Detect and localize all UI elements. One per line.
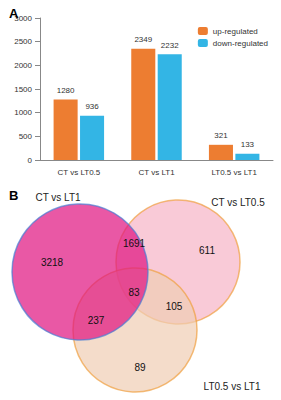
svg-text:CT vs LT0.5: CT vs LT0.5 [57,168,100,177]
svg-text:CT vs LT1: CT vs LT1 [35,192,81,203]
svg-text:83: 83 [128,287,140,298]
svg-text:2232: 2232 [161,41,179,50]
svg-text:105: 105 [166,301,183,312]
svg-text:A: A [9,6,19,21]
svg-text:2500: 2500 [14,37,32,46]
svg-text:CT vs LT1: CT vs LT1 [138,168,175,177]
svg-text:LT0.5 vs LT1: LT0.5 vs LT1 [211,168,257,177]
svg-text:3218: 3218 [41,257,64,268]
svg-text:2349: 2349 [134,35,152,44]
svg-text:0: 0 [28,156,33,165]
svg-text:B: B [9,188,18,203]
svg-text:321: 321 [214,131,228,140]
svg-text:1691: 1691 [123,238,146,249]
svg-text:LT0.5 vs LT1: LT0.5 vs LT1 [204,381,261,392]
svg-text:down-regulated: down-regulated [213,39,268,48]
svg-text:611: 611 [199,245,215,256]
svg-text:up-regulated: up-regulated [213,27,258,36]
svg-text:3000: 3000 [14,13,32,23]
svg-text:2000: 2000 [14,61,32,70]
svg-text:500: 500 [19,132,33,141]
svg-text:1500: 1500 [14,85,32,94]
svg-text:936: 936 [85,102,99,111]
svg-text:1280: 1280 [57,86,75,95]
svg-text:CT vs LT0.5: CT vs LT0.5 [211,197,265,208]
svg-text:89: 89 [134,362,146,373]
svg-text:237: 237 [88,315,105,326]
svg-text:133: 133 [241,140,255,149]
svg-text:1000: 1000 [14,108,32,117]
